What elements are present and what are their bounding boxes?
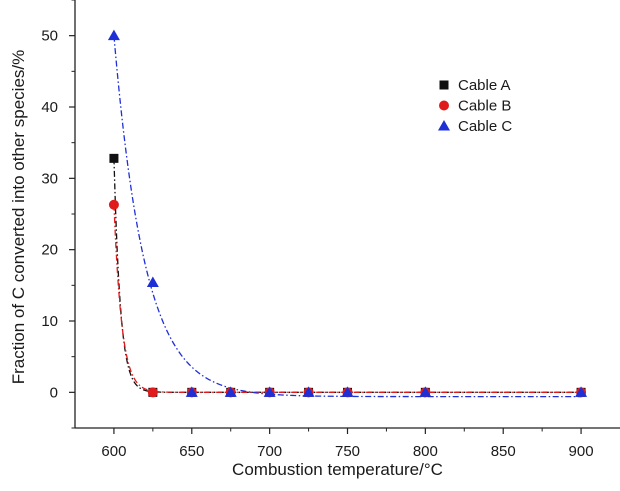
legend: Cable A Cable B Cable C [438,77,512,135]
y-tick-label: 20 [41,242,58,259]
data-point-cable-a [109,153,119,163]
fit-curve-cable-b [113,204,582,393]
y-tick-label: 0 [50,384,58,401]
y-tick-label: 40 [41,99,58,116]
x-tick-label: 900 [569,443,594,460]
data-point-cable-c [185,386,198,397]
data-point-cable-b [147,387,158,398]
data-point-cable-c [575,386,588,397]
data-point-cable-c [107,29,120,41]
legend-label: Cable B [458,98,511,115]
data-point-cable-c [224,386,237,397]
x-tick-label: 650 [179,443,204,460]
fit-curve-cable-c [113,35,582,398]
data-points [107,29,588,398]
legend-label: Cable A [458,77,511,94]
legend-marker-cable-a [439,80,449,90]
legend-marker-cable-b [439,100,449,111]
x-tick-label: 800 [413,443,438,460]
y-tick-label: 50 [41,28,58,45]
data-point-cable-b [108,199,119,210]
legend-label: Cable C [458,118,512,135]
x-tick-label: 750 [335,443,360,460]
fit-curves [113,35,582,398]
data-point-cable-c [341,386,354,397]
data-point-cable-c [419,386,432,397]
data-point-cable-c [146,276,159,287]
x-axis-label: Combustion temperature/°C [232,460,443,479]
y-axis-label: Fraction of C converted into other speci… [9,50,28,385]
data-point-cable-c [302,386,315,397]
x-tick-label: 850 [491,443,516,460]
y-tick-label: 30 [41,170,58,187]
axes: 600 650 700 750 800 850 900 0 10 20 30 40 50 [41,0,620,460]
fit-curve-cable-a [113,158,582,393]
y-tick-label: 10 [41,313,58,330]
data-point-cable-c [263,386,276,397]
x-tick-label: 600 [101,443,126,460]
x-tick-label: 700 [257,443,282,460]
legend-marker-cable-c [438,120,450,131]
